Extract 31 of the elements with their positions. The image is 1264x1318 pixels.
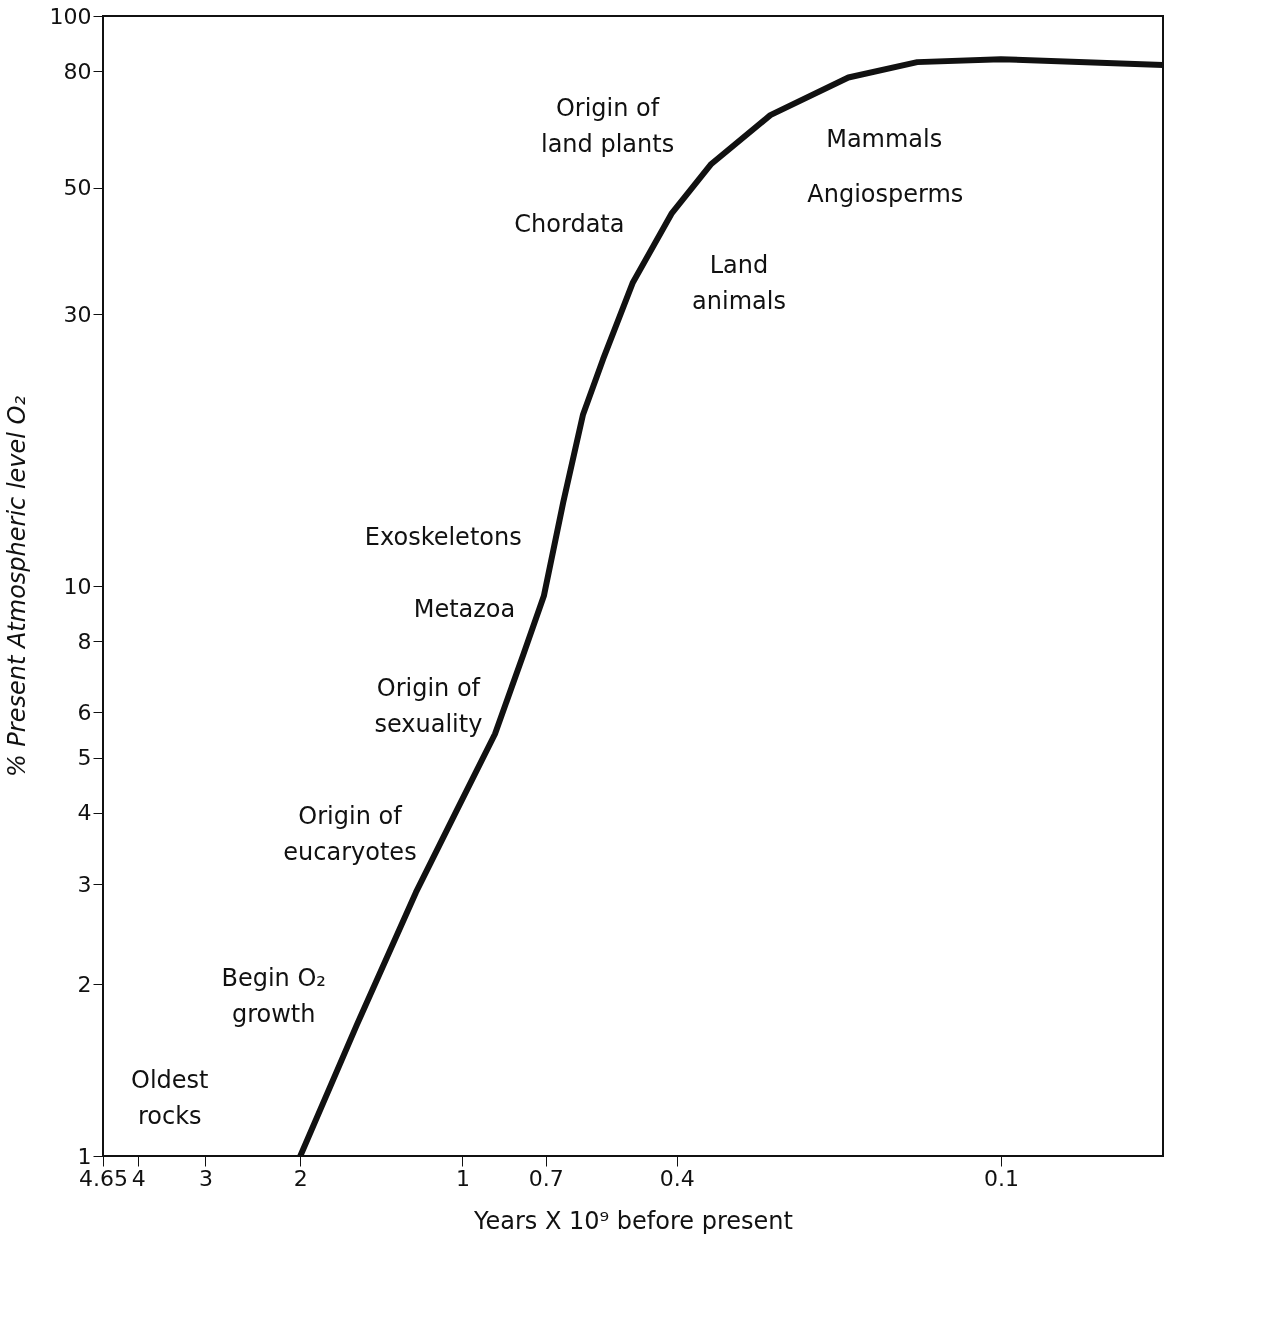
y-tick-label: 3 xyxy=(77,871,92,897)
annotation: Metazoa xyxy=(413,594,516,623)
x-tick-label: 4 xyxy=(131,1165,146,1191)
y-tick-label: 5 xyxy=(77,745,92,771)
x-tick-label: 3 xyxy=(198,1165,213,1191)
annotation: Chordata xyxy=(514,209,625,238)
x-axis-title: Years X 10⁹ before present xyxy=(473,1206,793,1235)
x-tick-label: 2 xyxy=(293,1165,308,1191)
y-tick-label: 80 xyxy=(63,58,92,84)
annotation: Oldest rocks xyxy=(131,1065,209,1130)
annotation: Origin of land plants xyxy=(540,94,675,159)
y-tick-label: 10 xyxy=(63,573,92,599)
y-tick-label: 50 xyxy=(63,175,92,201)
x-tick-label: 0.1 xyxy=(983,1165,1019,1191)
y-tick-label: 6 xyxy=(77,699,92,725)
annotation: Mammals xyxy=(826,125,943,154)
x-tick-label: 0.4 xyxy=(659,1165,695,1191)
y-axis-title: % Present Atmospheric level O₂ xyxy=(2,395,31,778)
y-tick-label: 30 xyxy=(63,301,92,327)
x-tick-label: 0.7 xyxy=(528,1165,564,1191)
annotation: Exoskeletons xyxy=(364,523,522,552)
annotation: Begin O₂ growth xyxy=(221,964,326,1029)
y-tick-label: 4 xyxy=(77,800,92,826)
annotation: Origin of eucaryotes xyxy=(283,802,417,867)
y-tick-label: 2 xyxy=(77,971,92,997)
y-tick-label: 8 xyxy=(77,628,92,654)
x-tick-label: 1 xyxy=(455,1165,470,1191)
annotation: Land animals xyxy=(692,250,786,315)
annotation: Origin of sexuality xyxy=(374,673,483,738)
annotation: Angiosperms xyxy=(807,179,964,208)
y-tick-label: 100 xyxy=(49,3,92,29)
